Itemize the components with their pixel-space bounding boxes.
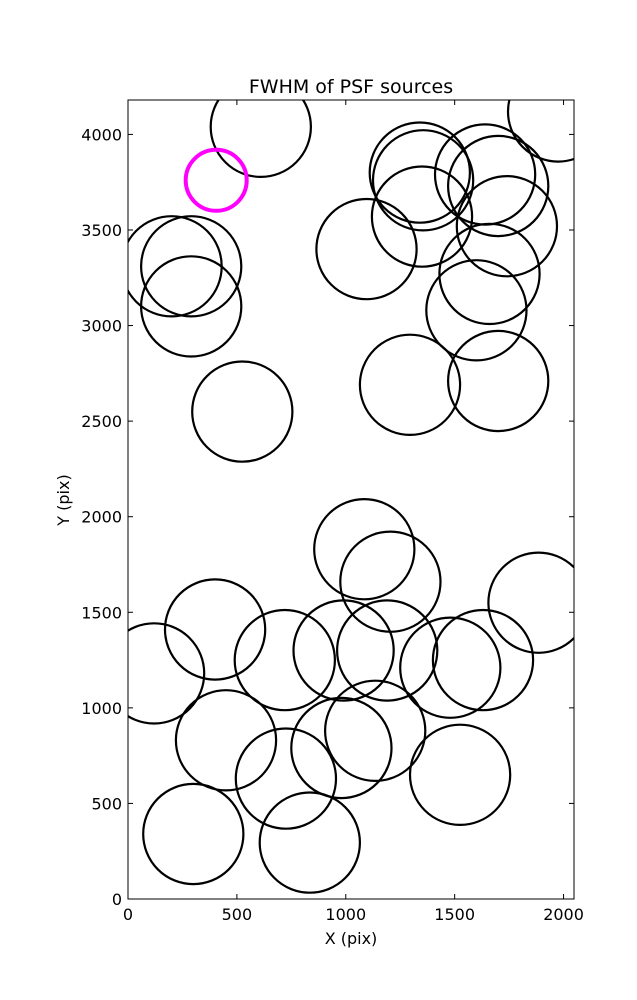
x-tick-label: 1000 [325,905,366,924]
psf-circle [487,551,574,654]
x-axis-ticks: 0 500 1000 1500 2000 [123,100,584,924]
psf-circle [408,723,512,827]
highlighted-psf-circle [183,147,249,213]
y-tick-label: 4000 [81,125,122,144]
psf-circle [209,100,312,178]
y-tick-label: 500 [91,794,122,813]
psf-circles [128,100,574,894]
psf-circle [324,679,427,783]
y-tick-label: 1000 [81,699,122,718]
psf-circle [234,727,338,830]
y-axis-ticks: 0 500 1000 1500 2000 2500 3000 3500 4000 [81,125,574,909]
psf-circle [447,134,550,238]
x-tick-label: 2000 [543,905,584,924]
y-axis-label: Y (pix) [54,474,73,526]
psf-circle [438,222,541,326]
x-tick-label: 500 [222,905,253,924]
psf-circle [233,608,336,712]
psf-circle [128,215,223,318]
psf-circle [425,259,528,362]
psf-circle [174,689,278,792]
psf-circle [336,599,439,702]
psf-circle [142,782,245,886]
psf-circle [292,599,395,702]
psf-circle [290,696,393,800]
y-tick-label: 2000 [81,508,122,527]
psf-circle [370,165,474,268]
x-tick-label: 0 [123,905,133,924]
psf-circle [399,616,502,719]
x-tick-label: 1500 [434,905,475,924]
y-tick-label: 3500 [81,221,122,240]
psf-circle [315,197,418,301]
psf-circle [128,622,206,725]
psf-circle [447,329,550,433]
chart-title: FWHM of PSF sources [249,76,453,98]
psf-circle [358,333,462,436]
y-tick-label: 0 [112,890,122,909]
y-tick-label: 2500 [81,412,122,431]
psf-circle [313,498,416,601]
plot-frame [127,99,575,900]
x-axis-label: X (pix) [325,929,378,948]
psf-circle [258,791,361,894]
psf-circle [163,578,267,681]
psf-circle [371,129,475,232]
psf-circle [140,255,243,358]
y-tick-label: 1500 [81,603,122,622]
psf-circle [191,360,294,463]
psf-circle [368,121,471,224]
psf-circle [506,100,574,163]
psf-circle [431,608,535,712]
psf-circle [140,215,243,318]
y-tick-label: 3000 [81,317,122,336]
psf-circle [455,175,559,278]
